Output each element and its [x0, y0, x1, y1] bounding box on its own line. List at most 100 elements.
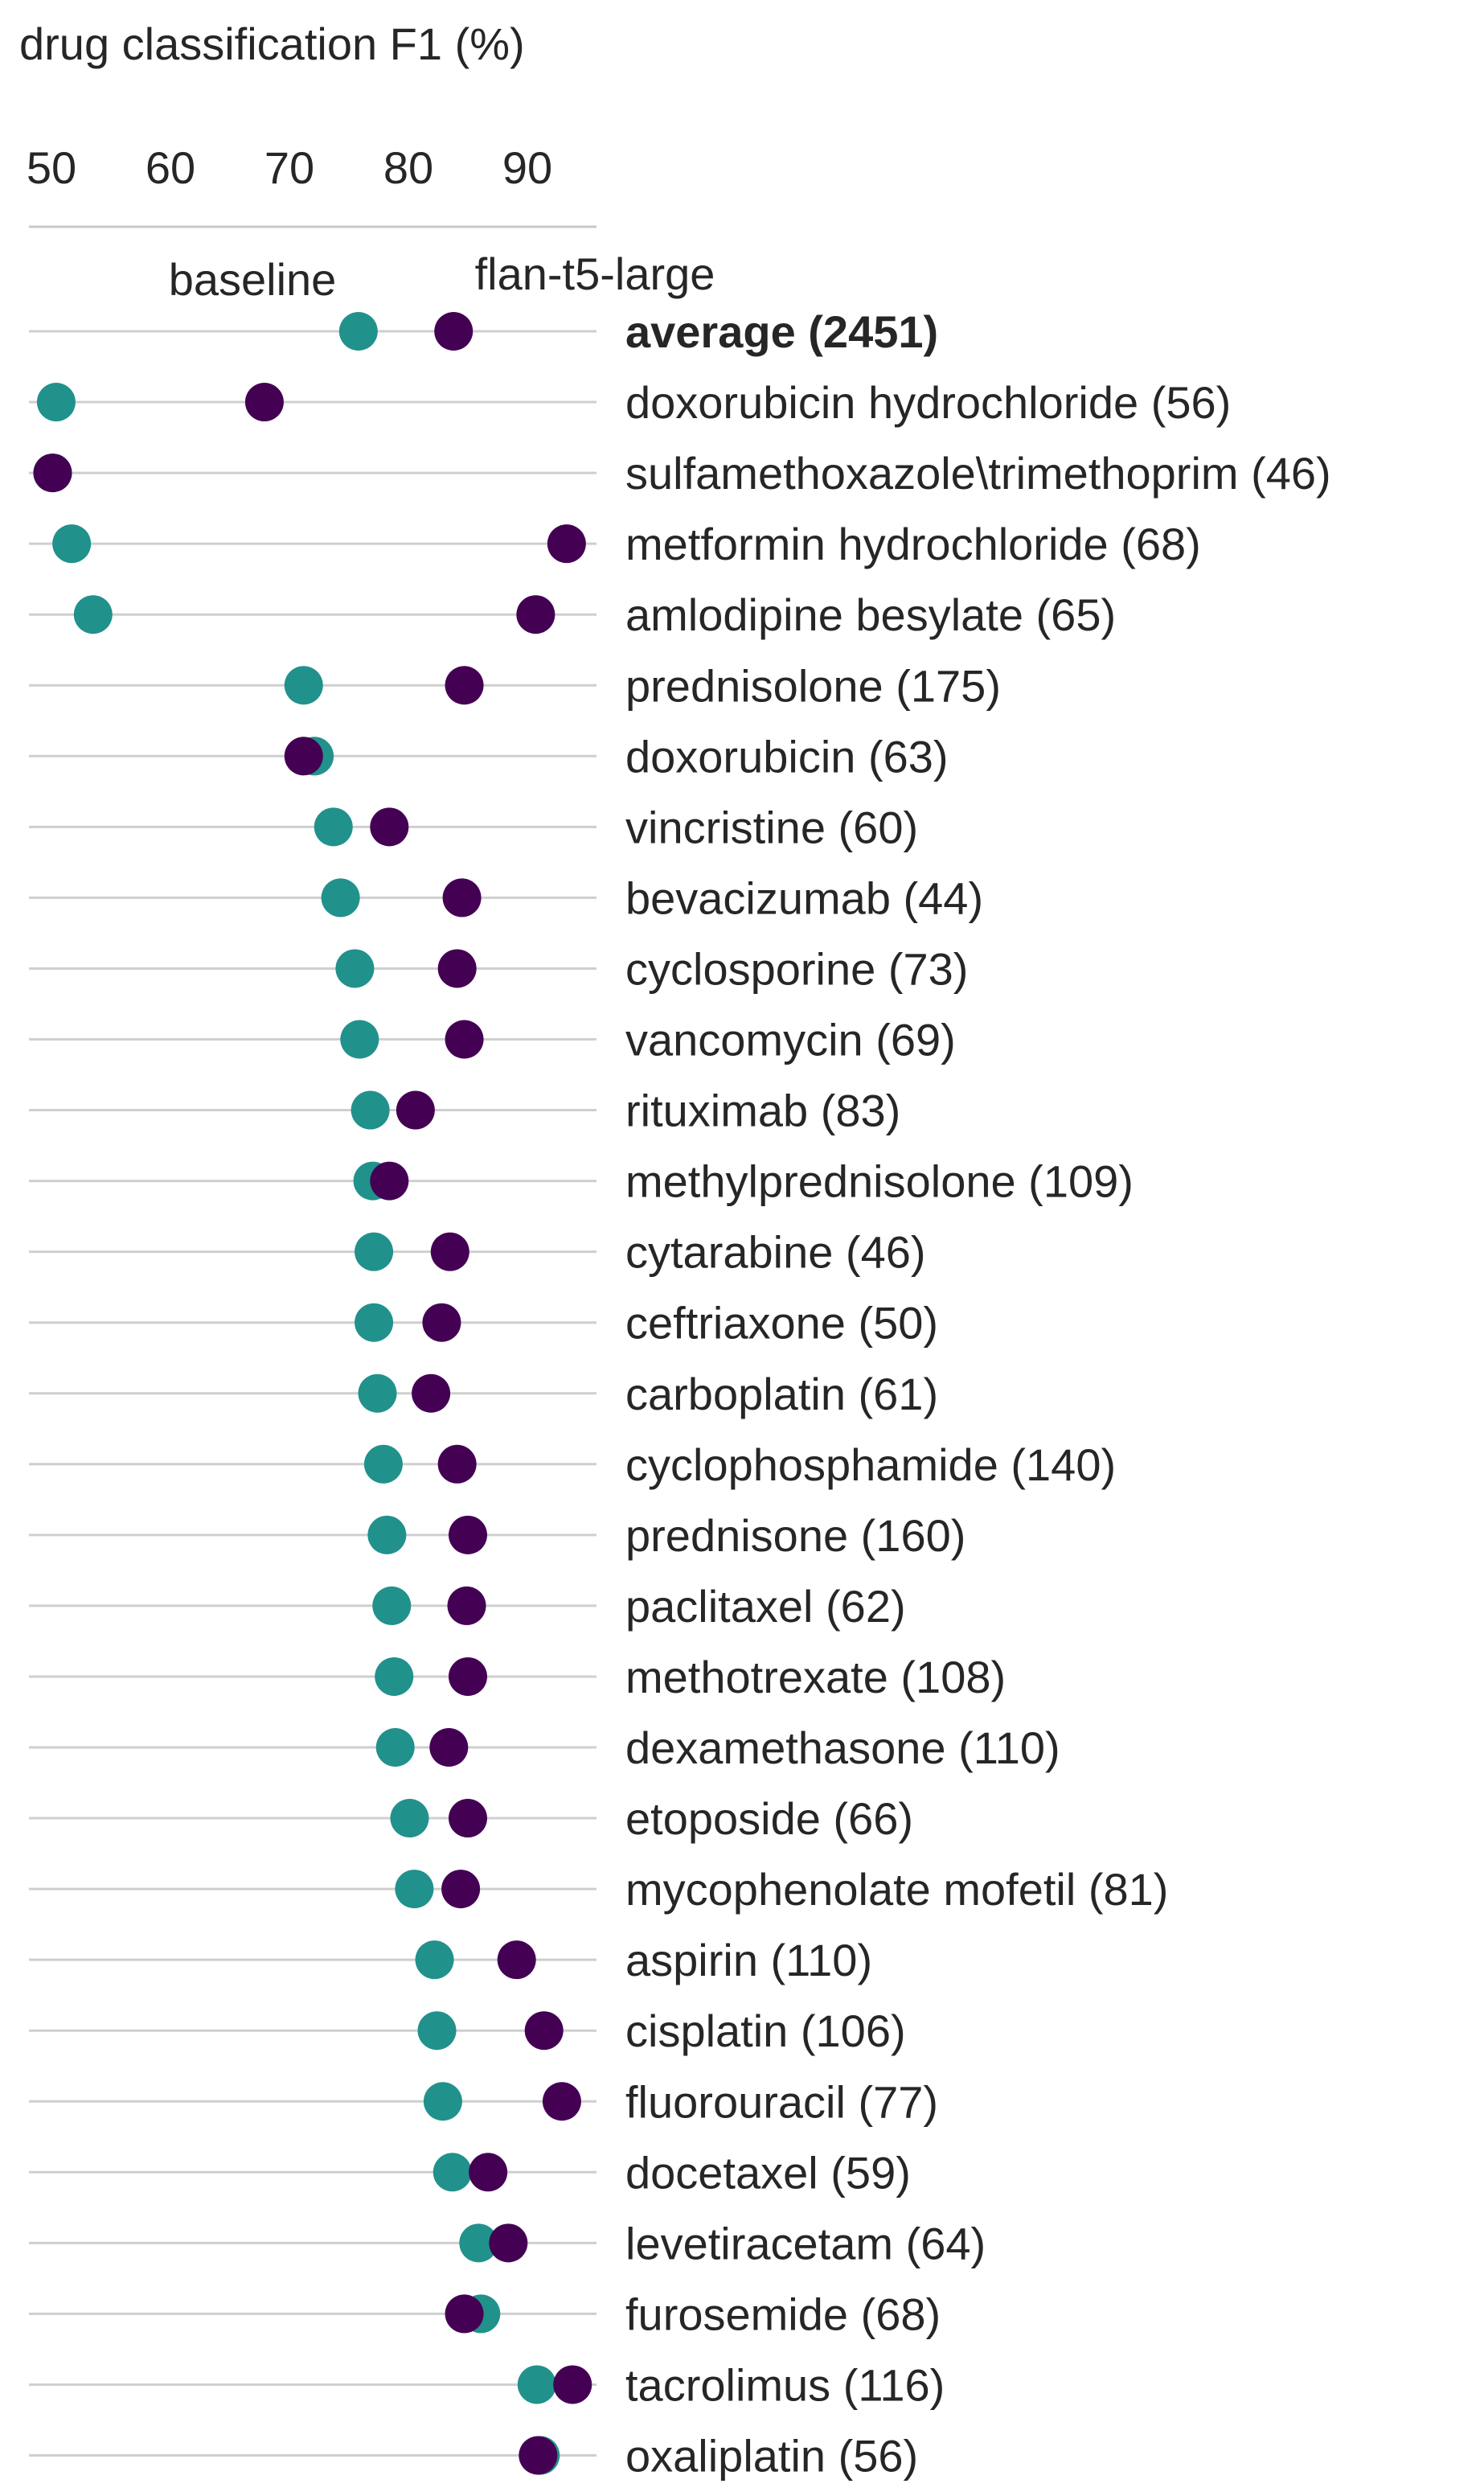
baseline-point — [375, 1728, 415, 1767]
x-tick-label-50: 50 — [27, 142, 76, 193]
chart-row: methylprednisolone (109) — [29, 1156, 1133, 1207]
flan-t5-large-point — [469, 2153, 508, 2192]
flan-t5-large-point — [524, 2011, 564, 2051]
chart-row: metformin hydrochloride (68) — [29, 519, 1201, 569]
chart-row: vancomycin (69) — [29, 1015, 956, 1065]
flan-t5-large-point — [442, 878, 482, 918]
baseline-point — [395, 1870, 434, 1909]
row-label: tacrolimus (116) — [625, 2359, 945, 2410]
row-label: cyclosporine (73) — [625, 943, 968, 994]
flan-t5-large-point — [516, 595, 555, 634]
baseline-point — [355, 1303, 394, 1342]
chart-row: furosemide (68) — [29, 2289, 941, 2339]
row-label: levetiracetam (64) — [625, 2218, 986, 2268]
baseline-point — [415, 1940, 454, 1980]
baseline-point — [73, 595, 113, 634]
chart-row: sulfamethoxazole\trimethoprim (46) — [29, 448, 1331, 499]
chart-row: tacrolimus (116) — [29, 2359, 945, 2410]
x-axis-ticks: 50 60 70 80 90 — [27, 142, 552, 193]
flan-t5-large-point — [445, 1020, 484, 1059]
row-label: rituximab (83) — [625, 1086, 900, 1136]
chart-row: rituximab (83) — [29, 1086, 900, 1136]
flan-t5-large-point — [370, 807, 409, 847]
flan-t5-large-point — [542, 2082, 581, 2121]
baseline-point — [52, 524, 92, 564]
flan-t5-large-point — [497, 1940, 536, 1980]
chart-row: doxorubicin (63) — [29, 731, 949, 782]
row-label: cisplatin (106) — [625, 2006, 906, 2056]
chart-row: docetaxel (59) — [29, 2147, 911, 2198]
chart-row: vincristine (60) — [29, 802, 918, 852]
chart-row: oxaliplatin (56) — [29, 2431, 918, 2482]
chart-title: drug classification F1 (%) — [19, 18, 525, 69]
baseline-point — [372, 1586, 412, 1625]
row-label: dexamethasone (110) — [625, 1722, 1060, 1773]
chart-row: methotrexate (108) — [29, 1652, 1006, 1702]
baseline-point — [355, 1232, 394, 1271]
row-label: fluorouracil (77) — [625, 2076, 938, 2127]
flan-t5-large-point — [33, 454, 72, 493]
row-label: metformin hydrochloride (68) — [625, 519, 1201, 569]
baseline-point — [340, 1020, 379, 1059]
row-label: vincristine (60) — [625, 802, 918, 852]
chart-row: ceftriaxone (50) — [29, 1298, 938, 1349]
baseline-point — [314, 807, 353, 847]
flan-t5-large-point — [441, 1870, 481, 1909]
chart-row: amlodipine besylate (65) — [29, 589, 1116, 640]
flan-t5-large-point — [244, 383, 284, 422]
flan-t5-large-point — [429, 1728, 469, 1767]
baseline-point — [335, 949, 375, 988]
baseline-point — [36, 383, 76, 422]
row-label: prednisolone (175) — [625, 660, 1001, 711]
flan-t5-large-point — [434, 312, 473, 351]
row-label: aspirin (110) — [625, 1935, 872, 1985]
row-label: furosemide (68) — [625, 2289, 941, 2339]
row-label: cytarabine (46) — [625, 1227, 926, 1278]
flan-t5-large-point — [412, 1373, 451, 1413]
baseline-point — [375, 1657, 414, 1696]
flan-t5-large-point — [449, 1515, 487, 1554]
row-label: bevacizumab (44) — [625, 872, 983, 923]
flan-t5-large-point — [422, 1303, 461, 1342]
row-label: prednisone (160) — [625, 1510, 965, 1561]
row-label: cyclophosphamide (140) — [625, 1439, 1116, 1490]
flan-t5-large-point — [547, 524, 586, 564]
chart-rows: average (2451) doxorubicin hydrochloride … — [29, 306, 1331, 2482]
row-label: carboplatin (61) — [625, 1369, 938, 1419]
flan-t5-large-point — [396, 1090, 435, 1130]
baseline-point — [321, 878, 360, 918]
flan-t5-large-point — [445, 2294, 484, 2334]
row-label: mycophenolate mofetil (81) — [625, 1864, 1168, 1915]
baseline-point — [358, 1373, 397, 1413]
row-label: vancomycin (69) — [625, 1015, 956, 1065]
row-label: methylprednisolone (109) — [625, 1156, 1133, 1207]
flan-t5-large-point — [553, 2365, 592, 2404]
baseline-point — [351, 1090, 390, 1130]
row-label: amlodipine besylate (65) — [625, 589, 1116, 640]
flan-t5-large-point — [449, 1799, 487, 1838]
legend-flan-t5-large: flan-t5-large — [475, 248, 715, 299]
baseline-point — [517, 2365, 556, 2404]
legend-baseline: baseline — [169, 254, 337, 305]
baseline-point — [417, 2011, 457, 2051]
flan-t5-large-point — [437, 1444, 477, 1484]
baseline-point — [390, 1799, 429, 1838]
chart-row: etoposide (66) — [29, 1793, 913, 1844]
baseline-point — [338, 312, 378, 351]
chart-row: dexamethasone (110) — [29, 1722, 1060, 1773]
flan-t5-large-point — [437, 949, 477, 988]
row-label: average (2451) — [625, 306, 938, 357]
x-tick-label-60: 60 — [146, 142, 195, 193]
chart-row: cytarabine (46) — [29, 1227, 926, 1278]
row-label: doxorubicin (63) — [625, 731, 949, 782]
baseline-point — [367, 1515, 407, 1554]
chart-row: aspirin (110) — [29, 1935, 872, 1985]
x-tick-label-80: 80 — [383, 142, 433, 193]
flan-t5-large-point — [284, 737, 323, 776]
chart-row: cyclophosphamide (140) — [29, 1439, 1116, 1490]
x-tick-label-70: 70 — [264, 142, 314, 193]
chart-row: cisplatin (106) — [29, 2006, 906, 2056]
row-label: oxaliplatin (56) — [625, 2431, 918, 2482]
chart-row: prednisone (160) — [29, 1510, 965, 1561]
